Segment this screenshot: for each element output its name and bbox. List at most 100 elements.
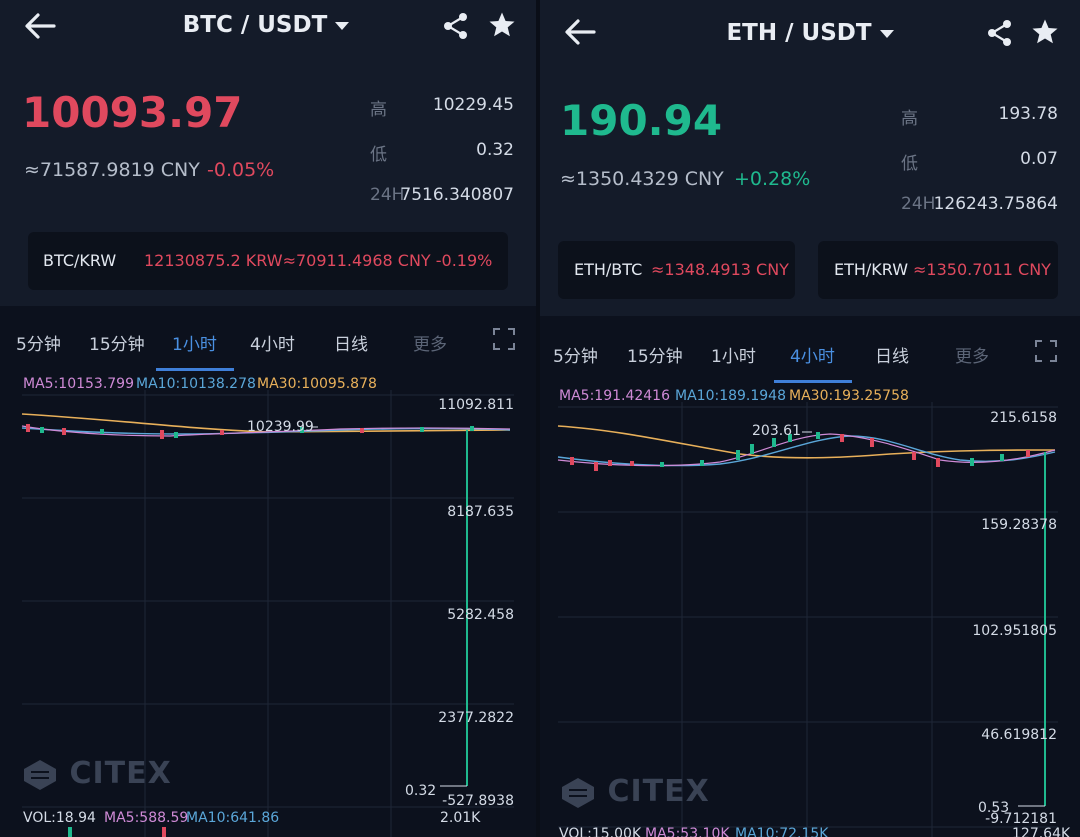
tab-15min[interactable]: 15分钟	[89, 335, 145, 355]
volume-24h-value: 126243.75864	[933, 194, 1058, 214]
candlestick-chart[interactable]: 203.61 0.53 215.6158 159.28378 102.95180…	[540, 402, 1080, 837]
high-marker: 10239.99	[247, 419, 314, 435]
tab-daily[interactable]: 日线	[334, 335, 368, 355]
axis-label-4: 46.619812	[981, 727, 1057, 743]
market-card-eth-btc[interactable]: ETH/BTC ≈1348.4913 CNY	[558, 241, 795, 299]
star-icon[interactable]	[488, 11, 516, 39]
axis-label-2: 159.28378	[981, 517, 1057, 533]
fullscreen-icon[interactable]	[1035, 340, 1057, 362]
tab-5min[interactable]: 5分钟	[553, 347, 598, 367]
citex-watermark: CITEX	[560, 774, 710, 809]
interval-tabs: 5分钟 15分钟 1小时 4小时 日线 更多	[540, 328, 1080, 383]
axis-label-1: 11092.811	[438, 397, 514, 413]
tab-more[interactable]: 更多	[955, 347, 989, 367]
tab-4hour[interactable]: 4小时	[250, 335, 295, 355]
logo-text: CITEX	[607, 774, 710, 809]
vol-max-label: 127.64K	[1012, 826, 1071, 837]
pair-title: ETH / USDT	[726, 20, 872, 46]
vol-ma5-label: MA5:588.59	[104, 810, 189, 826]
market-card-label: BTC/KRW	[43, 251, 117, 270]
price-change: +0.28%	[734, 168, 811, 190]
last-price: 10093.97	[22, 88, 243, 137]
high-label: 高	[370, 100, 387, 120]
vol-ma10-label: MA10:641.86	[186, 810, 280, 826]
caret-down-icon	[879, 29, 894, 38]
ma10-label: MA10:10138.278	[136, 376, 256, 392]
price-change: -0.05%	[207, 159, 275, 181]
ma10-label: MA10:189.1948	[675, 388, 786, 404]
vol-ma5-label: MA5:53.10K	[645, 826, 730, 837]
back-arrow-icon[interactable]	[560, 12, 600, 52]
caret-down-icon	[335, 21, 350, 30]
candles	[570, 432, 1030, 471]
pair-selector[interactable]: BTC / USDT	[0, 12, 536, 38]
tab-1hour[interactable]: 1小时	[711, 347, 756, 367]
high-value: 193.78	[998, 104, 1058, 124]
fullscreen-icon[interactable]	[493, 328, 515, 350]
eth-panel: ETH / USDT 190.94 ≈1350.4329 CNY +0.28% …	[540, 0, 1080, 837]
vol-label: VOL:15.00K	[559, 826, 642, 837]
axis-label-1: 215.6158	[990, 410, 1057, 426]
low-marker: 0.32	[405, 783, 436, 799]
volume-24h-value: 7516.340807	[400, 185, 514, 205]
nav-bar: ETH / USDT	[540, 6, 1080, 62]
ma5-line	[21, 425, 511, 437]
tab-5min[interactable]: 5分钟	[16, 335, 61, 355]
candles	[26, 424, 474, 439]
pair-title: BTC / USDT	[182, 12, 328, 38]
market-card-value: ≈1350.7011 CNY	[913, 260, 1051, 279]
low-label: 低	[901, 154, 918, 174]
high-marker: 203.61	[752, 423, 801, 439]
ma5-label: MA5:10153.799	[23, 376, 134, 392]
axis-label-4: 2377.2822	[438, 710, 514, 726]
back-arrow-icon[interactable]	[20, 6, 60, 46]
axis-label-2: 8187.635	[447, 504, 514, 520]
last-price: 190.94	[560, 96, 723, 145]
btc-panel: BTC / USDT 10093.97 ≈71587.9819 CNY -0.0…	[0, 0, 536, 837]
ma30-label: MA30:10095.878	[257, 376, 377, 392]
vol-ma10-label: MA10:72.15K	[735, 826, 829, 837]
low-value: 0.32	[476, 140, 514, 160]
share-icon[interactable]	[442, 12, 470, 40]
star-icon[interactable]	[1031, 18, 1059, 46]
citex-logo-icon	[24, 759, 56, 790]
tab-4hour[interactable]: 4小时	[790, 347, 835, 367]
ma30-line	[557, 425, 1056, 459]
tab-1hour[interactable]: 1小时	[172, 335, 217, 355]
low-value: 0.07	[1020, 149, 1058, 169]
price-cny: ≈71587.9819 CNY	[24, 159, 200, 181]
axis-label-3: 5282.458	[447, 607, 514, 623]
market-card-label: ETH/KRW	[834, 260, 909, 279]
volume-24h-label: 24H	[370, 185, 405, 205]
market-card-eth-krw[interactable]: ETH/KRW ≈1350.7011 CNY	[818, 241, 1058, 299]
low-label: 低	[370, 145, 387, 165]
tab-more[interactable]: 更多	[413, 335, 447, 355]
active-tab-underline	[774, 380, 852, 383]
citex-logo-icon	[562, 777, 594, 808]
low-marker: 0.53	[978, 800, 1009, 816]
tab-15min[interactable]: 15分钟	[627, 347, 683, 367]
market-card-value: ≈1348.4913 CNY	[651, 260, 789, 279]
market-card-label: ETH/BTC	[574, 260, 643, 279]
logo-text: CITEX	[69, 756, 172, 791]
high-label: 高	[901, 109, 918, 129]
ma5-label: MA5:191.42416	[559, 388, 670, 404]
ma30-label: MA30:193.25758	[789, 388, 909, 404]
vol-max-label: 2.01K	[440, 810, 481, 826]
market-card-btc-krw[interactable]: BTC/KRW 12130875.2 KRW≈70911.4968 CNY -0…	[28, 232, 508, 290]
candlestick-chart[interactable]: 10239.99 0.32 11092.811 8187.635 5282.45…	[0, 390, 536, 837]
tab-daily[interactable]: 日线	[875, 347, 909, 367]
active-tab-underline	[156, 368, 234, 371]
price-cny: ≈1350.4329 CNY	[560, 168, 724, 190]
pair-selector[interactable]: ETH / USDT	[540, 20, 1080, 46]
interval-tabs: 5分钟 15分钟 1小时 4小时 日线 更多	[0, 316, 536, 371]
vol-label: VOL:18.94	[23, 810, 96, 826]
axis-label-5: -9.712181	[985, 811, 1057, 827]
axis-label-5: -527.8938	[442, 793, 514, 809]
nav-bar: BTC / USDT	[0, 0, 536, 56]
volume-24h-label: 24H	[901, 194, 936, 214]
market-card-value: 12130875.2 KRW≈70911.4968 CNY -0.19%	[144, 251, 493, 270]
citex-watermark: CITEX	[22, 756, 172, 791]
high-value: 10229.45	[432, 95, 514, 115]
share-icon[interactable]	[986, 19, 1014, 47]
